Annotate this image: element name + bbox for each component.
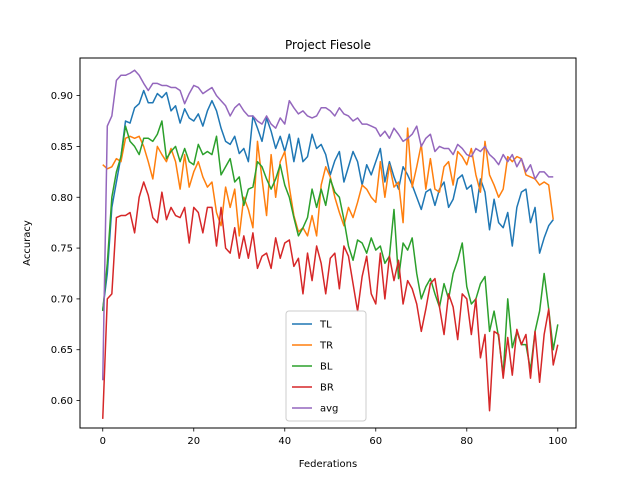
y-tick-label: 0.90 — [51, 91, 73, 102]
legend-label-bl: BL — [320, 362, 333, 373]
legend-label-tr: TR — [319, 341, 333, 352]
chart-title: Project Fiesole — [285, 38, 371, 52]
y-axis-ticks: 0.60 0.65 0.70 0.75 0.80 0.85 0.90 — [51, 91, 80, 407]
x-tick-label: 100 — [548, 436, 567, 447]
series-layer — [102, 69, 559, 419]
series-line-tr — [102, 127, 554, 237]
y-tick-label: 0.85 — [51, 142, 73, 153]
series-line-br — [102, 181, 559, 419]
plot-frame — [79, 57, 577, 429]
y-tick-label: 0.75 — [51, 244, 73, 255]
legend-label-tl: TL — [319, 320, 332, 331]
series-line-tl — [102, 89, 554, 311]
x-tick-label: 20 — [187, 436, 200, 447]
y-tick-label: 0.60 — [51, 396, 73, 407]
y-tick-label: 0.80 — [51, 193, 73, 204]
x-tick-label: 40 — [278, 436, 291, 447]
series-line-avg — [102, 69, 554, 381]
x-axis-ticks: 0 20 40 60 80 100 — [100, 428, 567, 447]
legend: TL TR BL BR avg — [285, 310, 367, 422]
series-line-bl — [102, 120, 559, 376]
x-tick-label: 60 — [369, 436, 382, 447]
legend-items: TL TR BL BR avg — [292, 320, 338, 415]
legend-frame — [285, 310, 367, 422]
legend-label-br: BR — [320, 383, 334, 394]
legend-label-avg: avg — [320, 404, 338, 415]
y-axis-title: Accuracy — [22, 220, 33, 266]
x-tick-label: 0 — [100, 436, 106, 447]
x-tick-label: 80 — [460, 436, 473, 447]
y-tick-label: 0.70 — [51, 294, 73, 305]
y-tick-label: 0.65 — [51, 345, 73, 356]
x-axis-title: Federations — [299, 459, 357, 470]
